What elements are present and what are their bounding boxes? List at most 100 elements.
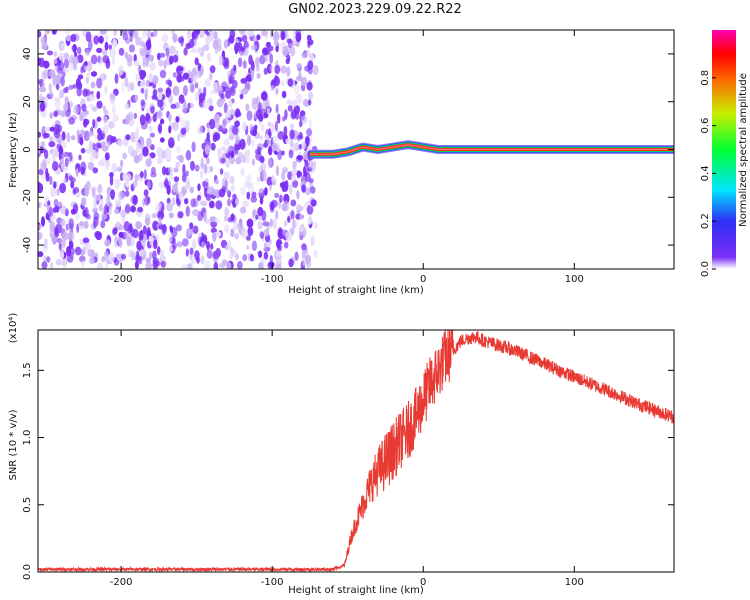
noise-dot [87, 134, 91, 141]
snr-x-label: Height of straight line (km) [288, 585, 424, 596]
noise-dot [55, 259, 62, 266]
x-tick-label: 0 [420, 577, 426, 588]
noise-dot [66, 245, 72, 257]
noise-dot [94, 231, 101, 239]
noise-dot [172, 241, 177, 250]
colorbar: 0.0 0.2 0.4 0.6 0.8 Normalized spectral ampl… [700, 30, 749, 277]
noise-dot [79, 221, 85, 227]
noise-dot [149, 61, 156, 71]
noise-dot [200, 157, 204, 168]
noise-dot [287, 78, 294, 87]
noise-dot [75, 246, 82, 256]
noise-dot [61, 239, 66, 247]
noise-dot [281, 171, 286, 181]
noise-dot [245, 174, 252, 183]
noise-dot [196, 47, 203, 54]
noise-dot [197, 183, 201, 192]
noise-dot [50, 233, 55, 239]
noise-dot [118, 65, 124, 76]
noise-dot [59, 218, 66, 227]
noise-dot [114, 199, 120, 208]
noise-dot [150, 166, 156, 175]
noise-dot [263, 67, 268, 75]
noise-dot [175, 161, 180, 168]
noise-dot [261, 162, 266, 170]
noise-dot [298, 225, 305, 232]
noise-dot [54, 229, 60, 238]
noise-dot [204, 78, 212, 87]
noise-dot [254, 124, 258, 131]
colorbar-tick-label: 0.8 [700, 70, 711, 86]
noise-dot [168, 94, 173, 104]
x-tick-label: -100 [261, 577, 284, 588]
noise-dot [168, 232, 173, 243]
noise-dot [130, 251, 137, 261]
noise-dot [264, 228, 270, 237]
noise-dot [234, 232, 240, 240]
noise-dot [185, 149, 192, 161]
noise-dot [103, 115, 108, 124]
noise-dot [284, 109, 288, 120]
noise-dot [170, 103, 177, 109]
noise-dot [224, 206, 229, 218]
noise-dot [241, 34, 248, 43]
noise-dot [150, 32, 154, 38]
noise-dot [157, 99, 164, 108]
noise-dot [300, 76, 308, 87]
noise-dot [273, 76, 281, 87]
noise-dot [114, 208, 119, 215]
noise-dot [285, 230, 293, 242]
noise-dot [275, 210, 279, 220]
x-tick-label: -100 [261, 274, 284, 285]
noise-dot [202, 99, 210, 110]
noise-dot [256, 108, 263, 120]
noise-dot [290, 100, 298, 107]
noise-dot [313, 249, 318, 259]
noise-dot [271, 143, 278, 152]
noise-dot [166, 197, 171, 204]
noise-dot [38, 183, 44, 194]
noise-dot [205, 157, 210, 165]
noise-dot [294, 251, 299, 261]
frequency-trace [309, 140, 674, 159]
noise-dot [171, 197, 176, 206]
noise-dot [125, 134, 131, 141]
snr-y-ticks: 0.0 0.5 1.0 1.5 [22, 362, 674, 580]
noise-dot [100, 73, 105, 81]
noise-dot [176, 66, 184, 72]
noise-dot [190, 47, 197, 54]
noise-dot [287, 39, 293, 49]
colorbar-tick-label: 0.0 [700, 261, 711, 277]
noise-dot [51, 30, 57, 35]
noise-dot [43, 238, 48, 249]
noise-dot [145, 158, 152, 167]
noise-dot [192, 209, 199, 216]
noise-dot [168, 245, 173, 252]
noise-dot [301, 243, 307, 252]
noise-dot [58, 110, 66, 117]
noise-dot [142, 57, 146, 68]
noise-dot [41, 261, 48, 269]
x-tick-label: -200 [110, 577, 133, 588]
noise-dot [239, 46, 246, 53]
noise-dot [279, 182, 284, 188]
noise-dot [107, 141, 111, 148]
noise-dot [181, 238, 189, 247]
noise-dot [82, 209, 87, 217]
noise-dot [258, 250, 263, 258]
noise-dot [258, 188, 264, 194]
noise-dot [252, 129, 257, 136]
noise-dot [185, 205, 190, 217]
noise-dot [200, 200, 208, 207]
noise-dot [219, 262, 226, 269]
noise-dot [139, 229, 144, 241]
noise-dot [183, 85, 188, 96]
noise-dot [146, 226, 151, 238]
noise-dot [305, 187, 311, 196]
noise-dot [66, 132, 71, 143]
noise-dot [213, 113, 220, 123]
noise-dot [272, 135, 278, 146]
noise-dot [108, 206, 112, 216]
noise-dot [229, 252, 233, 260]
noise-dot [120, 159, 124, 168]
